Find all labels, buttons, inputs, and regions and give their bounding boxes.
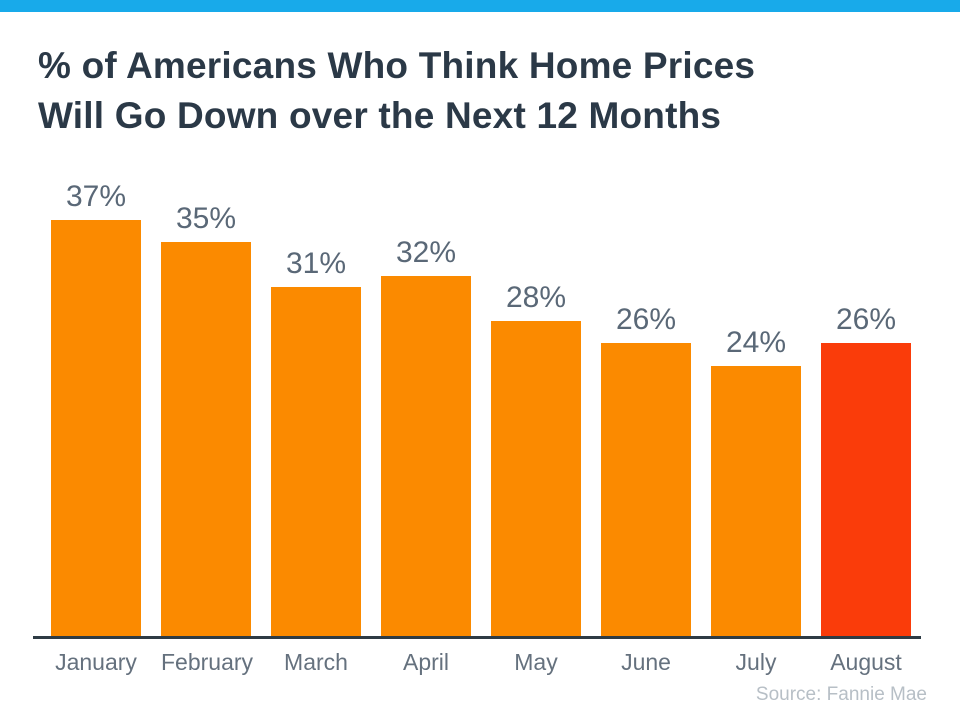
bar-value-label: 24% xyxy=(725,326,787,359)
bar-value-label: 37% xyxy=(65,180,127,213)
bar-column-august: 26% xyxy=(821,303,911,636)
top-accent-bar xyxy=(0,0,960,12)
bar-value-label: 28% xyxy=(505,281,567,314)
bar-column-april: 32% xyxy=(381,236,471,636)
bar-value-label: 26% xyxy=(615,303,677,336)
bar-may xyxy=(491,321,581,636)
bar-value-label: 26% xyxy=(835,303,897,336)
x-axis-label-april: April xyxy=(402,649,449,675)
bar-value-label: 31% xyxy=(285,247,347,280)
bars-row: 37% 35% 31% 32% 28% 26% 24% 26% xyxy=(51,0,911,636)
bar-value-label: 35% xyxy=(175,202,237,235)
bar-column-january: 37% xyxy=(51,180,141,636)
bar-column-june: 26% xyxy=(601,303,691,636)
x-axis-label-march: March xyxy=(284,649,348,675)
bar-march xyxy=(271,287,361,636)
bar-column-march: 31% xyxy=(271,247,361,636)
bar-value-label: 32% xyxy=(395,236,457,269)
bar-column-february: 35% xyxy=(161,202,251,636)
chart-title: % of Americans Who Think Home Prices Wil… xyxy=(38,41,755,141)
source-note: Source: Fannie Mae xyxy=(755,684,927,705)
bar-column-july: 24% xyxy=(711,326,801,636)
x-axis-label-february: February xyxy=(161,649,254,675)
bar-february xyxy=(161,242,251,636)
bar-april xyxy=(381,276,471,636)
bar-august xyxy=(821,343,911,636)
chart-title-line-1: % of Americans Who Think Home Prices xyxy=(38,45,756,86)
x-axis-label-may: May xyxy=(514,649,558,675)
bar-july xyxy=(711,366,801,636)
x-axis-line xyxy=(33,636,921,639)
bar-june xyxy=(601,343,691,636)
x-axis-label-january: January xyxy=(55,649,137,675)
chart-title-line-2: Will Go Down over the Next 12 Months xyxy=(38,95,722,136)
x-axis-label-july: July xyxy=(735,649,777,675)
x-axis-label-august: August xyxy=(830,649,902,675)
bar-january xyxy=(51,220,141,636)
x-axis-labels: January February March April May June July Augu… xyxy=(51,649,911,676)
x-axis-label-june: June xyxy=(621,649,671,675)
bar-column-may: 28% xyxy=(491,281,581,636)
